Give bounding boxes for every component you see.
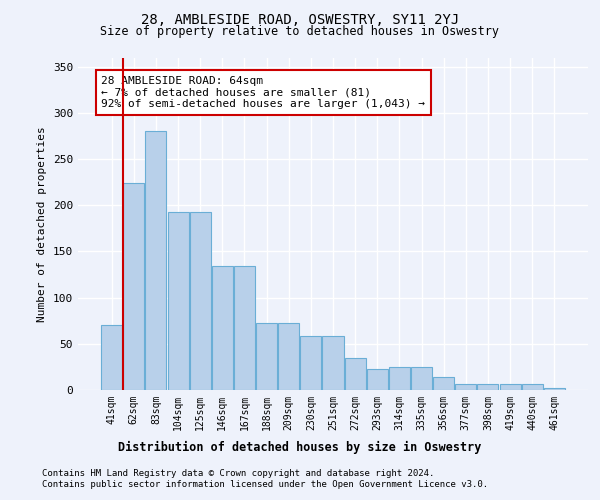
Text: Contains public sector information licensed under the Open Government Licence v3: Contains public sector information licen…	[42, 480, 488, 489]
Bar	[389, 367, 410, 390]
Bar	[234, 266, 255, 390]
Text: 28 AMBLESIDE ROAD: 64sqm
← 7% of detached houses are smaller (81)
92% of semi-de: 28 AMBLESIDE ROAD: 64sqm ← 7% of detache…	[101, 76, 425, 109]
Text: 28, AMBLESIDE ROAD, OSWESTRY, SY11 2YJ: 28, AMBLESIDE ROAD, OSWESTRY, SY11 2YJ	[141, 12, 459, 26]
Bar	[322, 336, 344, 390]
Bar	[124, 183, 145, 390]
Bar	[344, 358, 365, 390]
Bar	[278, 322, 299, 390]
Bar	[367, 369, 388, 390]
Bar	[500, 384, 521, 390]
Y-axis label: Number of detached properties: Number of detached properties	[37, 126, 47, 322]
Bar	[478, 384, 499, 390]
Bar	[101, 326, 122, 390]
Bar	[256, 322, 277, 390]
Bar	[411, 367, 432, 390]
Bar	[521, 384, 542, 390]
Bar	[301, 336, 322, 390]
Text: Size of property relative to detached houses in Oswestry: Size of property relative to detached ho…	[101, 25, 499, 38]
Bar	[433, 377, 454, 390]
Bar	[544, 388, 565, 390]
Bar	[167, 212, 188, 390]
Text: Contains HM Land Registry data © Crown copyright and database right 2024.: Contains HM Land Registry data © Crown c…	[42, 469, 434, 478]
Bar	[212, 266, 233, 390]
Bar	[145, 132, 166, 390]
Bar	[455, 384, 476, 390]
Bar	[190, 212, 211, 390]
Text: Distribution of detached houses by size in Oswestry: Distribution of detached houses by size …	[118, 441, 482, 454]
